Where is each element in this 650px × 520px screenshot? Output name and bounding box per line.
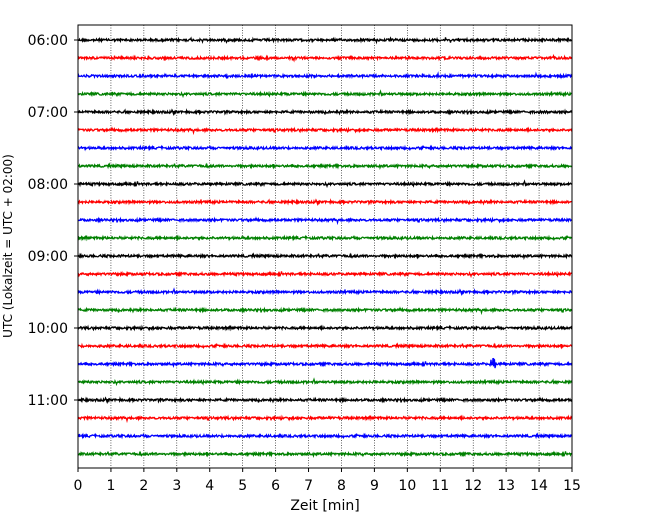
trace-line [77, 179, 573, 189]
trace-line [77, 414, 573, 424]
x-axis-label: Zeit [min] [290, 498, 359, 514]
trace-line [77, 306, 573, 316]
trace-line [77, 216, 573, 226]
trace-line [77, 252, 573, 261]
x-tick-label: 9 [370, 478, 379, 494]
x-tick-label: 4 [205, 478, 214, 494]
trace-line [77, 357, 573, 369]
trace-line [77, 144, 573, 152]
trace-line [77, 71, 573, 80]
trace-line [77, 36, 573, 45]
x-tick-label: 3 [172, 478, 181, 494]
trace-line [77, 450, 573, 459]
trace-line [77, 108, 573, 117]
trace-line [77, 396, 573, 405]
trace-line [77, 342, 573, 350]
trace-line [77, 162, 573, 171]
x-tick-label: 12 [464, 478, 482, 494]
x-tick-label: 0 [74, 478, 83, 494]
x-tick-label: 11 [431, 478, 449, 494]
x-tick-label: 2 [139, 478, 148, 494]
x-tick-label: 15 [563, 478, 581, 494]
trace-line [77, 53, 573, 63]
seismic-traces [77, 36, 573, 459]
y-tick-label: 07:00 [28, 105, 68, 121]
x-tick-label: 5 [238, 478, 247, 494]
y-axis-label: UTC (Lokalzeit = UTC + 02:00) [1, 154, 15, 338]
trace-line [77, 432, 573, 440]
x-tick-label: 10 [398, 478, 416, 494]
x-tick-label: 1 [106, 478, 115, 494]
trace-line [77, 89, 573, 99]
x-tick-label: 8 [337, 478, 346, 494]
trace-line [77, 126, 573, 136]
x-tick-label: 13 [497, 478, 515, 494]
y-tick-label: 10:00 [28, 321, 68, 337]
trace-line [77, 287, 573, 297]
trace-line [77, 198, 573, 207]
x-tick-label: 7 [304, 478, 313, 494]
trace-line [77, 234, 573, 242]
x-tick-label: 6 [271, 478, 280, 494]
x-tick-label: 14 [530, 478, 548, 494]
trace-line [77, 324, 573, 332]
y-axis-ticks: 06:00 07:00 08:00 09:00 10:00 11:00 [28, 33, 78, 409]
trace-line [77, 377, 573, 387]
trace-line [77, 270, 573, 279]
y-tick-label: 11:00 [28, 393, 68, 409]
y-tick-label: 06:00 [28, 33, 68, 49]
x-axis-ticks: 0 1 2 3 4 5 6 7 8 9 10 11 12 13 14 15 [74, 468, 581, 494]
y-tick-label: 09:00 [28, 249, 68, 265]
y-tick-label: 08:00 [28, 177, 68, 193]
plot-frame [77, 24, 573, 469]
